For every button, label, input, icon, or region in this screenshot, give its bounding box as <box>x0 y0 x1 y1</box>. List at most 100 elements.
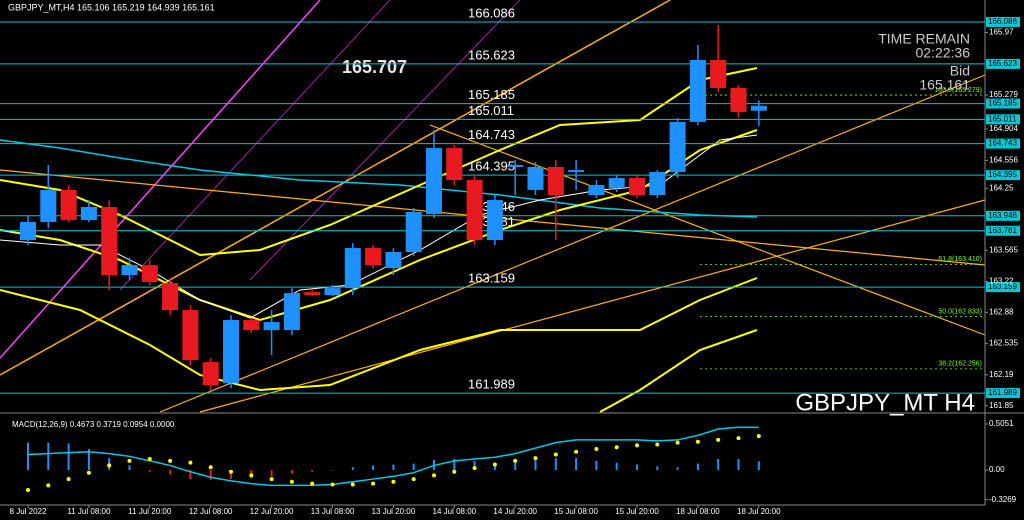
candle-body <box>730 87 747 112</box>
candle-body <box>547 166 564 196</box>
fib-label: 100.0(165.279) <box>935 87 982 94</box>
candle-body <box>20 222 36 241</box>
level-axis-label: 161.989 <box>988 388 1017 397</box>
x-tick-label: 13 Jul 20:00 <box>372 507 416 516</box>
y-tick-label: 162.19 <box>989 370 1014 379</box>
level-axis-label: 165.623 <box>988 59 1017 68</box>
bollinger-lower <box>0 277 758 392</box>
candle-body <box>649 172 666 196</box>
candle-body <box>80 207 97 221</box>
level-axis-box <box>986 170 1020 181</box>
y-tick-label: 163.565 <box>989 245 1018 254</box>
macd-histogram-bar <box>47 442 50 470</box>
chart-header: GBPJPY_MT,H4 165.106 165.219 164.939 165… <box>8 2 215 12</box>
macd-signal-dot <box>310 481 315 486</box>
macd-signal-dot <box>594 447 599 452</box>
level-axis-box <box>986 388 1020 399</box>
candle-body <box>60 189 77 221</box>
level-axis-box <box>986 16 1020 27</box>
macd-signal-dot <box>655 442 660 447</box>
macd-signal-dot <box>188 460 193 465</box>
trend-line <box>429 124 986 336</box>
macd-histogram-bar <box>351 467 354 470</box>
macd-histogram-bar <box>737 459 740 470</box>
level-axis-label: 164.395 <box>988 170 1017 179</box>
x-tick-label: 18 Jul 08:00 <box>676 507 720 516</box>
x-tick-label: 15 Jul 08:00 <box>554 507 598 516</box>
macd-histogram-bar <box>534 459 537 470</box>
macd-histogram-bar <box>717 459 720 470</box>
macd-histogram-bar <box>696 463 699 470</box>
macd-histogram-bar <box>290 469 293 474</box>
candle-body <box>263 322 280 331</box>
macd-histogram-bar <box>311 469 314 472</box>
level-axis-label: 166.086 <box>988 17 1017 26</box>
macd-histogram-bar <box>554 458 557 470</box>
candle-body <box>608 178 625 188</box>
macd-y-tick-label: 0.00 <box>989 465 1005 474</box>
candle-body <box>466 180 483 241</box>
macd-signal-dot <box>330 482 335 487</box>
level-axis-label: 165.011 <box>988 114 1017 123</box>
bid-label: Bid <box>950 63 970 79</box>
candle-body <box>121 265 138 276</box>
candle-body <box>223 320 239 384</box>
macd-histogram-bar <box>209 469 212 480</box>
candle-body <box>669 121 686 173</box>
candle-body <box>141 265 158 283</box>
x-tick-label: 8 Jul 2022 <box>10 507 47 516</box>
macd-signal-dot <box>553 452 558 457</box>
symbol-label: GBPJPY_MT H4 <box>795 389 975 416</box>
macd-histogram-bar <box>636 464 638 470</box>
macd-signal-dot <box>411 477 416 482</box>
macd-signal-dot <box>695 439 700 444</box>
level-label: 166.086 <box>468 5 515 20</box>
candle-body <box>385 252 402 269</box>
trend-line <box>159 74 986 413</box>
macd-histogram-bar <box>412 463 415 470</box>
macd-signal-dot <box>635 443 639 448</box>
trend-line <box>199 199 986 413</box>
macd-histogram-bar <box>392 464 395 470</box>
macd-label: MACD(12,26,9) 0.4673 0.3719 0.0954 0.000… <box>12 420 175 429</box>
y-tick-label: 164.904 <box>989 124 1018 133</box>
fib-label: 50.0(162.833) <box>938 308 982 315</box>
candle-body <box>162 283 179 311</box>
macd-histogram-bar <box>453 459 456 470</box>
macd-y-tick-label: 0.5051 <box>989 419 1014 428</box>
macd-signal-dot <box>432 473 436 478</box>
bid-price: 165.161 <box>919 77 970 93</box>
macd-histogram-bar <box>615 462 618 470</box>
level-label: 163.159 <box>468 271 515 286</box>
level-axis-label: 163.781 <box>988 226 1017 235</box>
price-annotation: 165.707 <box>342 57 407 77</box>
time-remain-label: TIME REMAIN <box>878 31 970 47</box>
level-axis-box <box>986 114 1020 125</box>
level-label: 165.185 <box>468 87 515 102</box>
candle-body <box>750 105 767 111</box>
y-tick-label: 165.279 <box>989 90 1018 99</box>
level-axis-box <box>986 138 1020 149</box>
macd-signal-dot <box>269 477 274 482</box>
moving-average <box>0 139 758 218</box>
macd-histogram-bar <box>656 466 659 470</box>
candle-body <box>283 293 300 331</box>
y-tick-label: 165.97 <box>989 28 1014 37</box>
macd-signal-dot <box>391 479 396 484</box>
candle-body <box>324 288 341 296</box>
candle-body <box>101 207 118 276</box>
candle-body <box>486 200 503 241</box>
macd-signal-dot <box>229 469 233 474</box>
trend-line <box>249 0 521 281</box>
level-axis-box <box>986 58 1020 69</box>
countdown: 02:22:36 <box>916 45 971 61</box>
y-tick-label: 161.85 <box>989 401 1014 410</box>
level-label: 165.011 <box>468 103 514 118</box>
candle-body <box>405 211 422 253</box>
macd-signal-dot <box>46 483 51 488</box>
level-axis-label: 163.159 <box>988 282 1017 291</box>
x-tick-label: 11 Jul 20:00 <box>128 507 172 516</box>
level-axis-label: 165.185 <box>988 99 1017 108</box>
macd-signal-dot <box>492 462 497 467</box>
